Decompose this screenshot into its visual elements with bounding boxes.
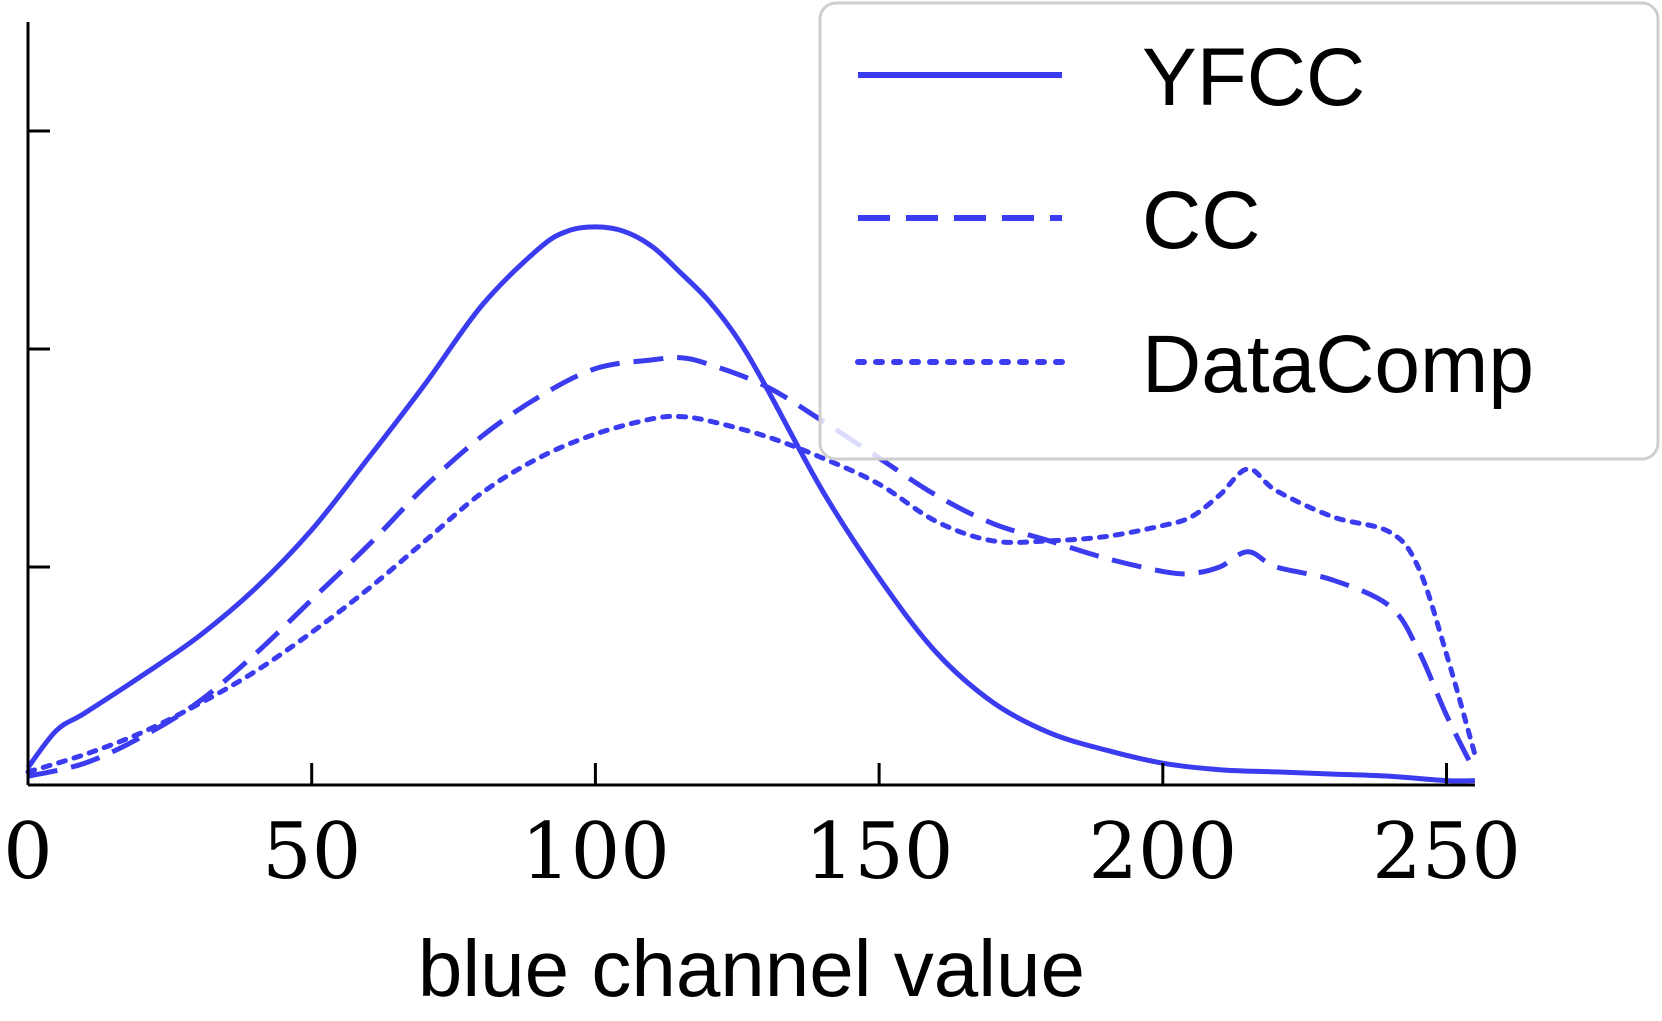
x-tick-label: 100 bbox=[521, 807, 670, 897]
x-tick-label: 0 bbox=[3, 807, 53, 897]
legend-label-yfcc: YFCC bbox=[1142, 32, 1365, 123]
series-line-cc bbox=[27, 354, 1478, 779]
x-tick-label: 250 bbox=[1372, 807, 1521, 897]
legend-label-datacomp: DataComp bbox=[1142, 319, 1534, 410]
x-tick-label: 150 bbox=[805, 807, 954, 897]
legend-label-cc: CC bbox=[1142, 175, 1260, 266]
plot-lines bbox=[25, 224, 1478, 784]
axes: 0 50 100 150 200 250 bbox=[3, 22, 1521, 897]
series-line-datacomp bbox=[25, 413, 1478, 775]
x-axis-label: blue channel value bbox=[418, 924, 1085, 1013]
series-line-yfcc bbox=[25, 224, 1475, 784]
x-tick-label: 50 bbox=[262, 807, 361, 897]
legend-box bbox=[818, 1, 1660, 461]
legend: YFCC CC DataComp bbox=[818, 1, 1660, 461]
x-tick-label: 200 bbox=[1088, 807, 1237, 897]
